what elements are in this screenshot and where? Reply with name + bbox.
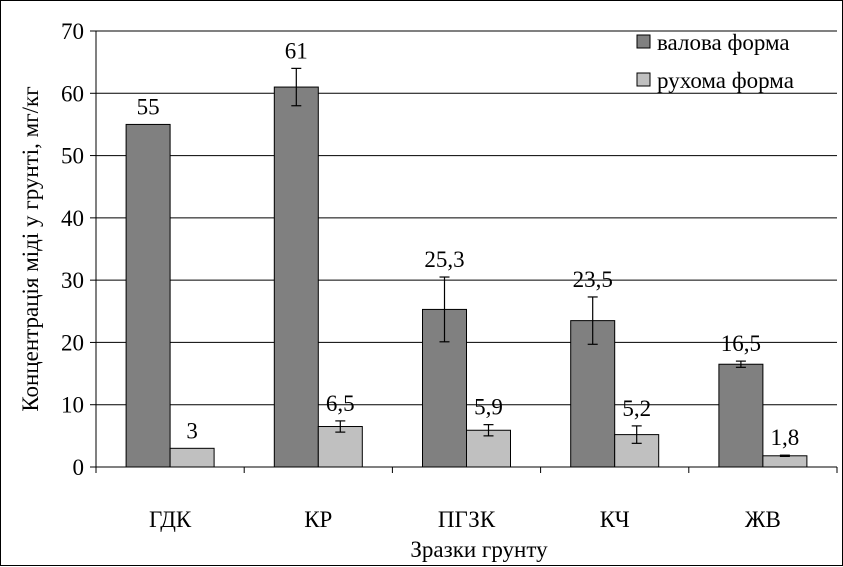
value-label: 16,5 [721,331,761,356]
legend-label: валова форма [657,30,790,55]
gridlines [96,30,837,406]
value-label: 6,5 [326,391,355,416]
bar-valova [125,123,171,468]
value-label: 61 [285,38,308,63]
y-tick-label: 50 [61,144,84,169]
value-label: 5,2 [622,396,651,421]
legend-label: рухома форма [657,68,794,93]
y-tick-label: 60 [61,81,84,106]
legend-swatch [636,72,651,87]
x-tick-label: КЧ [600,507,630,532]
y-tick-label: 30 [61,268,84,293]
x-tick-label: ГДК [149,507,192,532]
value-label: 3 [186,418,198,443]
axes: 0 10 20 30 40 50 60 70 ГДК КР ПГЗК КЧ ЖВ [61,19,838,532]
value-label: 55 [137,94,160,119]
data-labels: 55 61 25,3 23,5 16,5 3 6,5 5,9 5,2 1,8 [137,38,800,450]
value-label: 23,5 [573,267,613,292]
legend-swatch [636,34,651,49]
bar-rukhoma [762,455,808,468]
y-tick-label: 20 [61,330,84,355]
x-tick-label: КР [304,507,332,532]
y-tick-label: 0 [73,455,85,480]
y-tick-label: 10 [61,393,84,418]
x-tick-label: ЖВ [745,507,781,532]
legend: валова форма рухома форма [636,30,794,93]
y-axis-title: Концентрація міді у грунті, мг/кг [18,86,43,411]
value-label: 25,3 [424,247,464,272]
y-tick-label: 70 [61,19,84,44]
x-tick-label: ПГЗК [438,507,496,532]
y-tick-label: 40 [61,206,84,231]
value-label: 1,8 [771,425,800,450]
x-axis-title: Зразки грунту [410,537,548,562]
bar-valova [718,363,764,468]
bar-valova [273,86,319,468]
bars [125,67,808,468]
bar-rukhoma [169,447,215,468]
value-label: 5,9 [474,395,503,420]
